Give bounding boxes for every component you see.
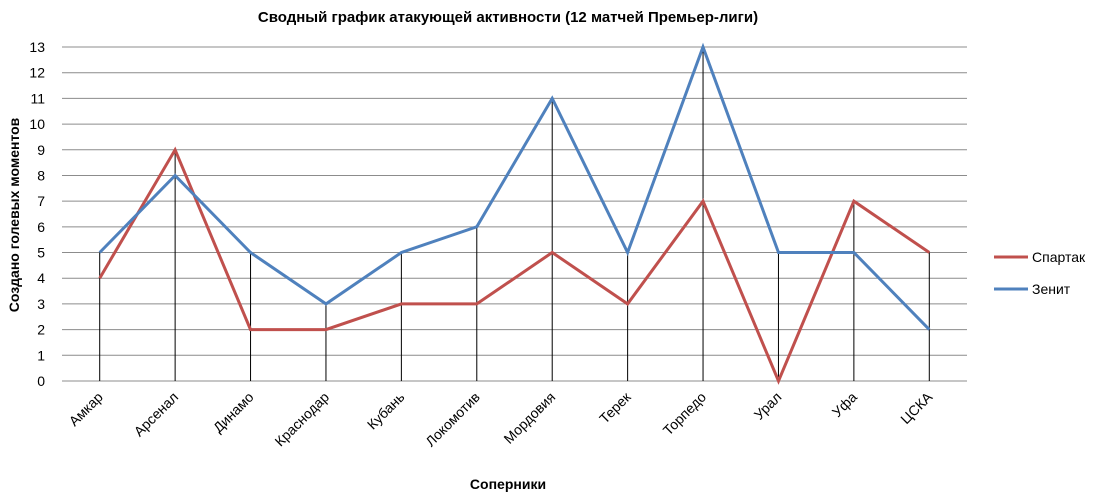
y-tick-label: 4 <box>37 270 45 286</box>
x-axis-ticks: Амкар Арсенал Динамо Краснодар Кубань Локомот… <box>66 388 936 449</box>
y-tick-label: 10 <box>29 116 45 132</box>
y-tick-label: 12 <box>29 65 45 81</box>
series-line-2 <box>98 42 931 331</box>
y-tick-label: 7 <box>37 193 45 209</box>
x-tick-label: Уфа <box>829 389 860 420</box>
x-axis-title: Соперники <box>470 476 546 492</box>
y-axis-title: Создано голевых моментов <box>6 117 22 312</box>
x-tick-label: Мордовия <box>500 389 558 447</box>
y-tick-label: 11 <box>30 90 45 106</box>
chart-title: Сводный график атакующей активности (12 … <box>258 9 758 26</box>
drop-lines <box>99 47 930 381</box>
legend-label: Зенит <box>1032 281 1071 297</box>
x-tick-label: Локомотив <box>422 389 483 450</box>
y-tick-label: 9 <box>37 142 45 158</box>
x-tick-label: Динамо <box>210 389 257 436</box>
gridlines <box>62 46 967 382</box>
y-tick-label: 8 <box>37 167 45 183</box>
series-lines <box>98 42 931 385</box>
y-tick-label: 6 <box>37 219 45 235</box>
x-tick-label: ЦСКА <box>897 388 936 427</box>
legend: Спартак Зенит <box>994 249 1086 297</box>
y-tick-label: 3 <box>37 296 45 312</box>
legend-label: Спартак <box>1032 249 1086 265</box>
y-tick-label: 1 <box>37 347 45 363</box>
x-tick-label: Амкар <box>66 389 106 429</box>
x-tick-label: Кубань <box>364 389 408 433</box>
series-line-1 <box>98 146 931 385</box>
y-tick-label: 0 <box>37 373 45 389</box>
y-tick-label: 2 <box>37 322 45 338</box>
y-tick-label: 5 <box>37 245 45 261</box>
y-tick-label: 13 <box>29 39 45 55</box>
x-tick-label: Урал <box>751 389 785 423</box>
x-tick-label: Торпедо <box>660 389 710 439</box>
x-tick-label: Терек <box>596 388 634 426</box>
x-tick-label: Арсенал <box>131 389 182 440</box>
x-tick-label: Краснодар <box>271 389 332 450</box>
